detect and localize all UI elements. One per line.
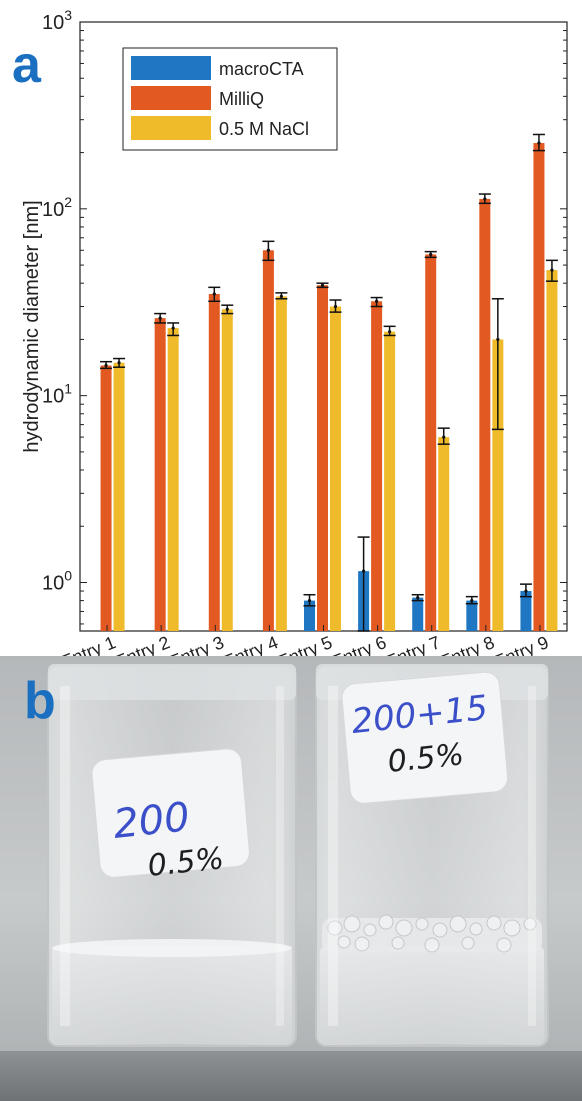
foam-layer (322, 914, 542, 953)
mean-marker (496, 337, 500, 342)
bar-chart: a 100 101 102 103 hydrodynamic diameter [nm] E… (12, 7, 568, 656)
x-tick-label: Entry 5 (275, 632, 335, 656)
x-tick-label: Entry 9 (491, 632, 551, 656)
bar-0-5-m-nacl (113, 362, 125, 631)
left-vial-label-line2: 0.5% (146, 841, 225, 884)
mean-marker (117, 361, 121, 365)
bar-macrocta (304, 600, 315, 631)
y-axis-label: hydrodynamic diameter [nm] (21, 200, 43, 452)
panel-label-a: a (12, 36, 42, 94)
bar-milliq (262, 250, 274, 631)
bar-milliq (100, 365, 112, 631)
mean-marker (225, 307, 229, 311)
y-tick-label: 101 (42, 381, 72, 408)
mean-marker (524, 589, 528, 593)
mean-marker (470, 598, 474, 603)
panel-label-b: b (24, 672, 56, 730)
mean-marker (158, 316, 162, 320)
right-vial: 200+15 0.5% (315, 664, 549, 1047)
mean-marker (266, 248, 270, 252)
legend-swatch (131, 56, 211, 80)
bar-0-5-m-nacl (546, 270, 558, 631)
mean-marker (104, 363, 108, 368)
mean-marker (537, 141, 541, 145)
bar-macrocta (520, 591, 532, 631)
legend-swatch (131, 116, 211, 140)
y-tick-label: 100 (42, 567, 72, 594)
legend-swatch (131, 86, 211, 110)
bar-0-5-m-nacl (438, 437, 450, 631)
bar-milliq (208, 294, 220, 631)
mean-marker (375, 299, 379, 303)
mean-marker (362, 569, 366, 573)
mean-marker (279, 294, 283, 298)
left-vial: 200 0.5% (47, 664, 297, 1047)
bar-0-5-m-nacl (492, 339, 504, 631)
bar-0-5-m-nacl (330, 306, 341, 631)
bar-0-5-m-nacl (221, 309, 233, 631)
bar-0-5-m-nacl (167, 328, 179, 631)
mean-marker (550, 268, 554, 272)
y-tick-label: 102 (42, 194, 72, 221)
x-tick-label: Entry 2 (112, 632, 172, 656)
legend-label: 0.5 M NaCl (219, 119, 309, 139)
mean-marker (212, 292, 216, 296)
vial-photo: 200 0.5% (0, 656, 582, 1101)
mean-marker (416, 596, 420, 600)
mean-marker (483, 197, 487, 201)
bar-milliq (317, 285, 328, 631)
x-tick-label: Entry 4 (221, 632, 281, 656)
x-tick-label: Entry 6 (329, 632, 389, 656)
x-tick-label: Entry 7 (383, 632, 443, 656)
legend-label: macroCTA (219, 59, 304, 79)
bar-milliq (533, 143, 545, 631)
y-tick-label: 103 (42, 7, 72, 34)
legend-label: MilliQ (219, 89, 264, 109)
left-vial-label-line1: 200 (111, 794, 192, 848)
bar-macrocta (466, 600, 478, 631)
bar-0-5-m-nacl (384, 331, 396, 631)
mean-marker (442, 435, 446, 439)
mean-marker (429, 252, 433, 257)
bar-macrocta (412, 597, 424, 631)
bar-milliq (479, 198, 491, 631)
mean-marker (320, 283, 325, 287)
bar-milliq (425, 254, 437, 631)
right-vial-label-line2: 0.5% (386, 737, 465, 780)
mean-marker (307, 598, 312, 603)
bar-milliq (371, 301, 383, 631)
bar-milliq (154, 318, 166, 631)
mean-marker (388, 330, 392, 334)
bar-0-5-m-nacl (275, 296, 287, 631)
mean-marker (171, 326, 175, 330)
x-tick-label: Entry 8 (437, 632, 497, 656)
mean-marker (333, 304, 338, 309)
x-tick-label: Entry 3 (166, 632, 226, 656)
x-tick-label: Entry 1 (58, 632, 118, 656)
